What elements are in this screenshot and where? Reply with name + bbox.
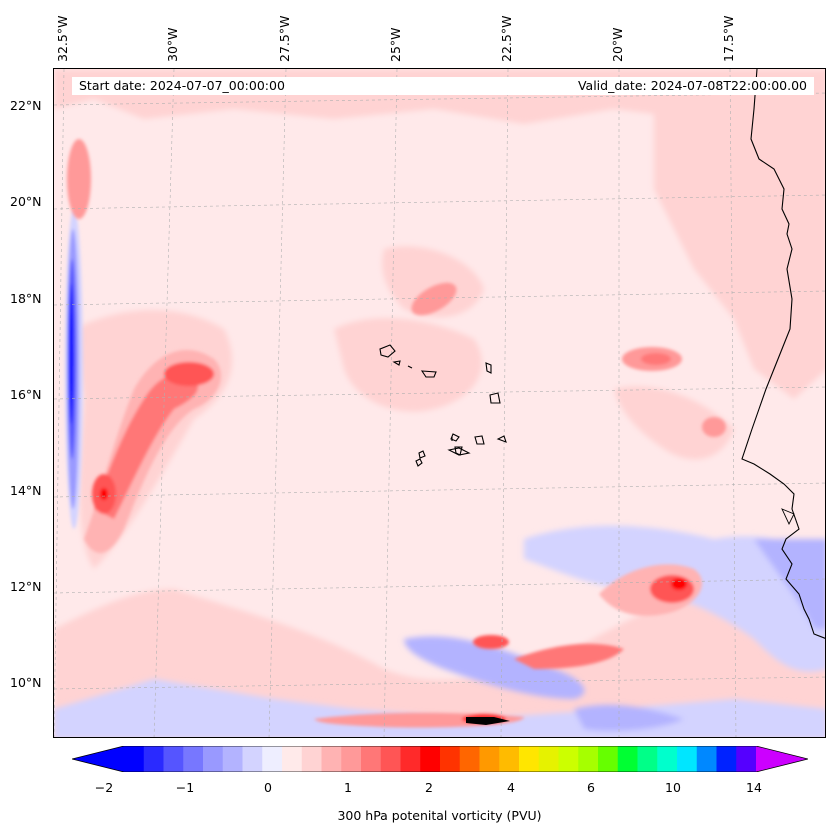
- lat-label-18n: 18°N: [10, 291, 42, 306]
- cape-verde-islands: [379, 344, 507, 467]
- pv-negative-strip: [65, 209, 83, 529]
- cb-tick-14: 14: [746, 780, 762, 795]
- colorbar-segment: [282, 746, 303, 772]
- cb-tick-minus2: −2: [94, 780, 114, 795]
- colorbar-segment: [637, 746, 658, 772]
- graticule: [54, 69, 825, 737]
- cb-tick-10: 10: [665, 780, 681, 795]
- lon-label-30w: 30°W: [165, 27, 180, 62]
- lat-label-12n: 12°N: [10, 579, 42, 594]
- cb-tick-minus1: −1: [175, 780, 195, 795]
- pv-positive-maxima: [67, 139, 726, 728]
- colorbar-title: 300 hPa potenital vorticity (PVU): [337, 808, 542, 823]
- colorbar-segment: [163, 746, 184, 772]
- colorbar-segment: [203, 746, 224, 772]
- africa-coastline: [741, 69, 825, 639]
- colorbar-segment: [361, 746, 382, 772]
- pv-map-svg: [54, 69, 825, 737]
- lat-label-16n: 16°N: [10, 387, 42, 402]
- lon-label-25w: 25°W: [388, 27, 403, 62]
- lat-label-10n: 10°N: [10, 675, 42, 690]
- colorbar-segment: [242, 746, 263, 772]
- lat-label-14n: 14°N: [10, 483, 42, 498]
- colorbar-extend-low: [72, 746, 124, 772]
- lon-label-27-5w: 27.5°W: [277, 15, 292, 62]
- start-date-label: Start date: 2024-07-07_00:00:00: [72, 77, 469, 95]
- colorbar-segment: [598, 746, 619, 772]
- colorbar-segment: [262, 746, 283, 772]
- colorbar-segment: [380, 746, 402, 772]
- colorbar-segment: [301, 746, 323, 772]
- cb-tick-0: 0: [264, 780, 272, 795]
- colorbar-segment: [499, 746, 520, 772]
- colorbar-segment: [420, 746, 441, 772]
- colorbar-segment: [519, 746, 540, 772]
- colorbar-segment: [617, 746, 639, 772]
- colorbar-segment: [558, 746, 579, 772]
- colorbar-extend-high: [756, 746, 808, 772]
- cb-tick-4: 4: [507, 780, 515, 795]
- lon-label-20w: 20°W: [610, 27, 625, 62]
- colorbar-segment: [321, 746, 342, 772]
- pv-field-negative: [54, 525, 825, 737]
- colorbar-segment: [222, 746, 244, 772]
- valid-date-label: Valid_date: 2024-07-08T22:00:00.00: [462, 77, 814, 95]
- colorbar-segment: [657, 746, 678, 772]
- colorbar-segment: [677, 746, 698, 772]
- colorbar-segment: [143, 746, 165, 772]
- colorbar-segment: [578, 746, 599, 772]
- colorbar-segment: [183, 746, 204, 772]
- lon-label-17-5w: 17.5°W: [721, 15, 736, 62]
- colorbar-segment: [124, 746, 145, 772]
- colorbar-segment: [538, 746, 560, 772]
- lon-label-22-5w: 22.5°W: [499, 15, 514, 62]
- cb-tick-6: 6: [587, 780, 595, 795]
- colorbar-segment: [716, 746, 737, 772]
- lon-label-32-5w: 32.5°W: [55, 15, 70, 62]
- cb-tick-1: 1: [344, 780, 352, 795]
- colorbar-segment: [459, 746, 481, 772]
- colorbar: [72, 746, 808, 772]
- cb-tick-2: 2: [425, 780, 433, 795]
- lat-label-20n: 20°N: [10, 194, 42, 209]
- colorbar-segment: [400, 746, 421, 772]
- pv-map: [53, 68, 826, 738]
- colorbar-segment: [736, 746, 757, 772]
- colorbar-segment: [341, 746, 362, 772]
- colorbar-segment: [696, 746, 718, 772]
- colorbar-segment: [440, 746, 461, 772]
- colorbar-segment: [479, 746, 500, 772]
- pv-contour-max: [466, 717, 510, 725]
- lat-label-22n: 22°N: [10, 98, 42, 113]
